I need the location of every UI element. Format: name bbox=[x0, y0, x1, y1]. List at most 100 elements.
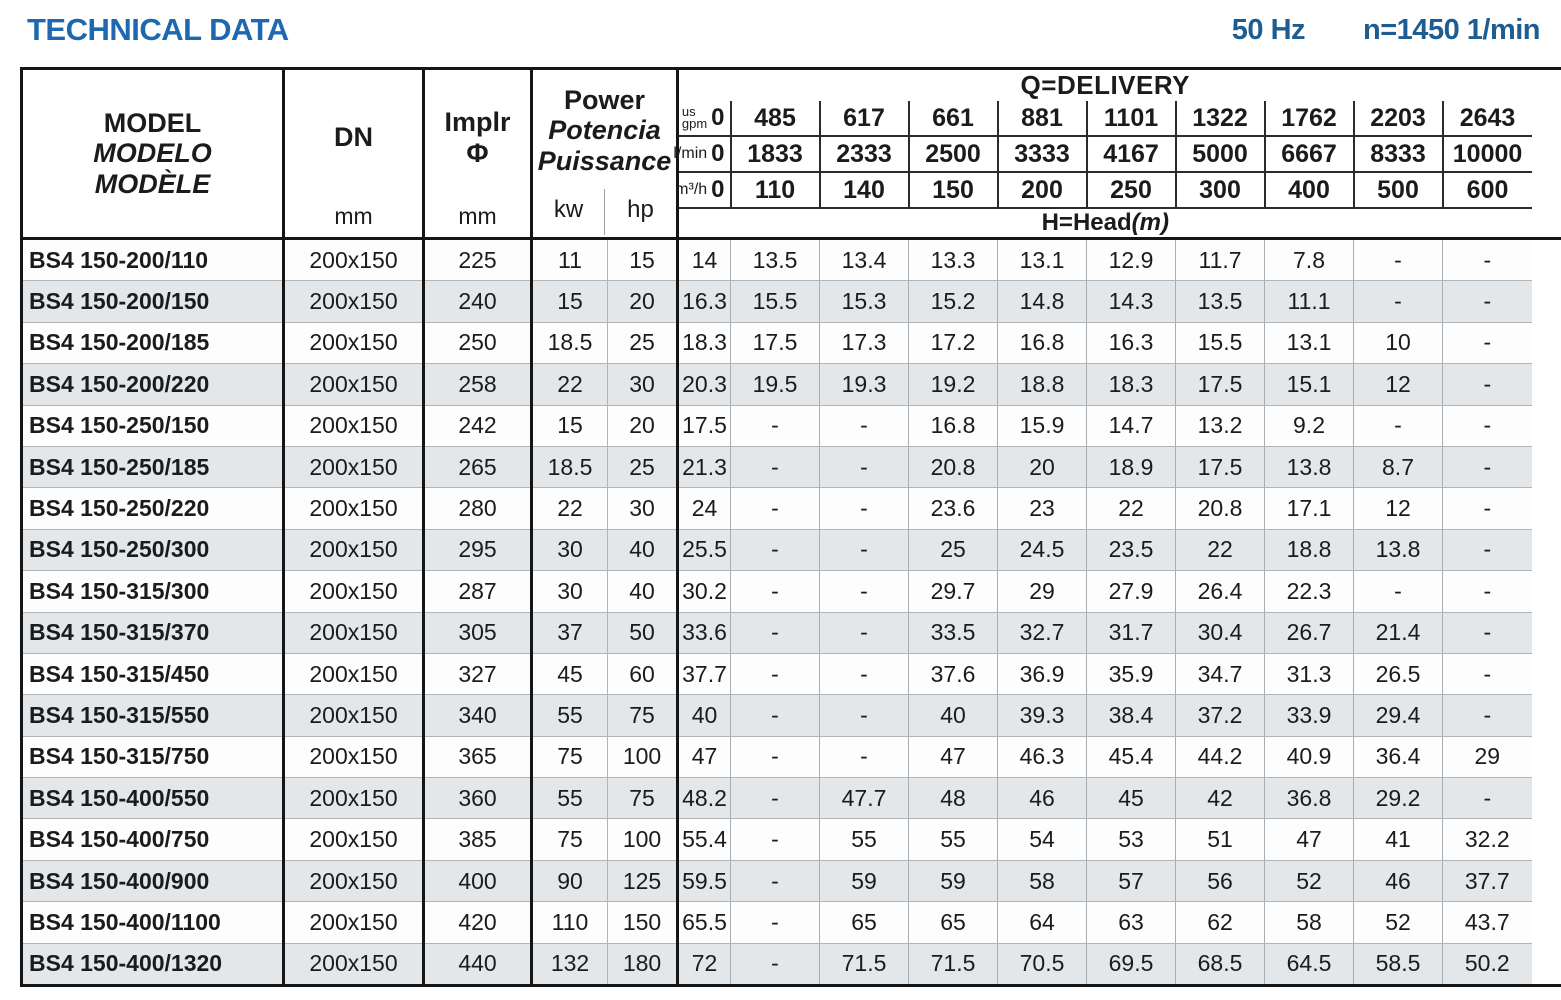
modele-label: MODÈLE bbox=[94, 168, 211, 199]
hp-cell: 100 bbox=[607, 818, 680, 861]
head-cell: - bbox=[1353, 238, 1444, 282]
implr-cell: 280 bbox=[423, 487, 533, 530]
table-body: BS4 150-200/110 200x150 225 11 15 14 13.5 13.4 1… bbox=[21, 238, 1561, 987]
unit-line: m³/h bbox=[675, 181, 708, 199]
head-cell: 69.5 bbox=[1086, 943, 1177, 987]
table-row: BS4 150-315/300 200x150 287 30 40 30.2- -29.7 2… bbox=[21, 570, 1561, 613]
hp-cell: 50 bbox=[607, 612, 680, 654]
head-cell: 16.8 bbox=[908, 405, 999, 447]
head-cell: 12.9 bbox=[1086, 238, 1177, 282]
head-cell: - bbox=[819, 653, 910, 696]
delivery-value: 2500 bbox=[908, 136, 999, 173]
hp-cell: 25 bbox=[607, 322, 680, 365]
head-cell: 46 bbox=[1353, 860, 1444, 903]
modelo-label: MODELO bbox=[93, 138, 212, 169]
table-row: BS4 150-400/900 200x150 400 90 125 59.5-59 59 5… bbox=[21, 860, 1561, 903]
implr-cell: 365 bbox=[423, 736, 533, 779]
head-cell: 19.2 bbox=[908, 363, 999, 406]
implr-cell: 287 bbox=[423, 570, 533, 613]
head-cell: 24 bbox=[677, 487, 732, 530]
dn-cell: 200x150 bbox=[283, 280, 425, 323]
head-cell: 50.2 bbox=[1442, 943, 1532, 987]
implr-cell: 340 bbox=[423, 694, 533, 737]
table-row: BS4 150-315/450 200x150 327 45 60 37.7- -37.6 3… bbox=[21, 653, 1561, 696]
head-cell: 37.6 bbox=[908, 653, 999, 696]
kw-cell: 132 bbox=[531, 943, 608, 987]
delivery-value: 2643 bbox=[1442, 101, 1532, 137]
implr-cell: 258 bbox=[423, 363, 533, 406]
model-cell: BS4 150-400/1100 bbox=[21, 901, 285, 944]
head-cell: 42 bbox=[1175, 777, 1266, 820]
head-cell: 8.7 bbox=[1353, 446, 1444, 489]
head-cell: 15.9 bbox=[997, 405, 1088, 447]
head-cell: 30.4 bbox=[1175, 612, 1266, 654]
head-cell: 57 bbox=[1086, 860, 1177, 903]
head-cell: 20.8 bbox=[1175, 487, 1266, 530]
model-cell: BS4 150-250/220 bbox=[21, 487, 285, 530]
head-cell: 52 bbox=[1264, 860, 1355, 903]
power-label: Power bbox=[563, 85, 646, 116]
head-cell: 12 bbox=[1353, 487, 1444, 530]
delivery-unit-row: m³/h 0 110 140 150 200 250 300 400 500 600 bbox=[22, 172, 1561, 209]
head-cell: 58 bbox=[997, 860, 1088, 903]
head-cell: 23.5 bbox=[1086, 529, 1177, 572]
head-cell: 65 bbox=[819, 901, 910, 944]
head-cell: 29 bbox=[1442, 736, 1532, 779]
head-cell: 24.5 bbox=[997, 529, 1088, 572]
head-cell: - bbox=[730, 570, 821, 613]
head-cell: 38.4 bbox=[1086, 694, 1177, 737]
power-header-lines: Power Potencia Puissance bbox=[533, 72, 676, 189]
head-cell: 16.8 bbox=[997, 322, 1088, 365]
head-cell: 46.3 bbox=[997, 736, 1088, 779]
head-cell: - bbox=[819, 487, 910, 530]
head-cell: 37.7 bbox=[677, 653, 732, 696]
head-cell: 32.7 bbox=[997, 612, 1088, 654]
head-cell: 47.7 bbox=[819, 777, 910, 820]
hp-cell: 125 bbox=[607, 860, 680, 903]
head-cell: 35.9 bbox=[1086, 653, 1177, 696]
head-cell: - bbox=[730, 446, 821, 489]
head-cell: 31.3 bbox=[1264, 653, 1355, 696]
head-cell: 32.2 bbox=[1442, 818, 1532, 861]
head-cell: 44.2 bbox=[1175, 736, 1266, 779]
hp-cell: 75 bbox=[607, 777, 680, 820]
delivery-value: 1101 bbox=[1086, 101, 1177, 137]
head-cell: - bbox=[819, 529, 910, 572]
head-cell: 54 bbox=[997, 818, 1088, 861]
head-cell: 17.5 bbox=[1175, 446, 1266, 489]
table-row: BS4 150-200/185 200x150 250 18.5 25 18.3 17.5 1… bbox=[21, 322, 1561, 365]
head-cell: - bbox=[819, 612, 910, 654]
delivery-value: 661 bbox=[908, 101, 999, 137]
kw-cell: 18.5 bbox=[531, 322, 608, 365]
head-cell: 56 bbox=[1175, 860, 1266, 903]
head-cell: 25.5 bbox=[677, 529, 732, 572]
head-cell: 71.5 bbox=[908, 943, 999, 987]
head-cell: 13.4 bbox=[819, 238, 910, 282]
head-cell: 36.4 bbox=[1353, 736, 1444, 779]
kw-cell: 22 bbox=[531, 487, 608, 530]
delivery-value: 400 bbox=[1264, 172, 1355, 209]
table-row: BS4 150-250/300 200x150 295 30 40 25.5- -25 24.… bbox=[21, 529, 1561, 572]
hp-cell: 150 bbox=[607, 901, 680, 944]
head-cell: 26.4 bbox=[1175, 570, 1266, 613]
head-cell: - bbox=[1442, 570, 1532, 613]
head-cell: 15.2 bbox=[908, 280, 999, 323]
dn-cell: 200x150 bbox=[283, 405, 425, 447]
potencia-label: Potencia bbox=[548, 115, 661, 146]
head-cell: 55 bbox=[908, 818, 999, 861]
delivery-unit-wrap: us gpm 0 bbox=[679, 104, 730, 132]
head-cell: - bbox=[730, 653, 821, 696]
implr-cell: 400 bbox=[423, 860, 533, 903]
implr-cell: 420 bbox=[423, 901, 533, 944]
head-cell: 17.5 bbox=[730, 322, 821, 365]
head-cell: 18.8 bbox=[997, 363, 1088, 406]
head-cell: - bbox=[1442, 405, 1532, 447]
head-cell: 64 bbox=[997, 901, 1088, 944]
head-cell: 22.3 bbox=[1264, 570, 1355, 613]
head-cell: 13.5 bbox=[730, 238, 821, 282]
power-units-row: kw hp bbox=[533, 189, 676, 235]
head-cell: 12 bbox=[1353, 363, 1444, 406]
head-cell: 20.3 bbox=[677, 363, 732, 406]
head-cell: 45 bbox=[1086, 777, 1177, 820]
hp-cell: 100 bbox=[607, 736, 680, 779]
